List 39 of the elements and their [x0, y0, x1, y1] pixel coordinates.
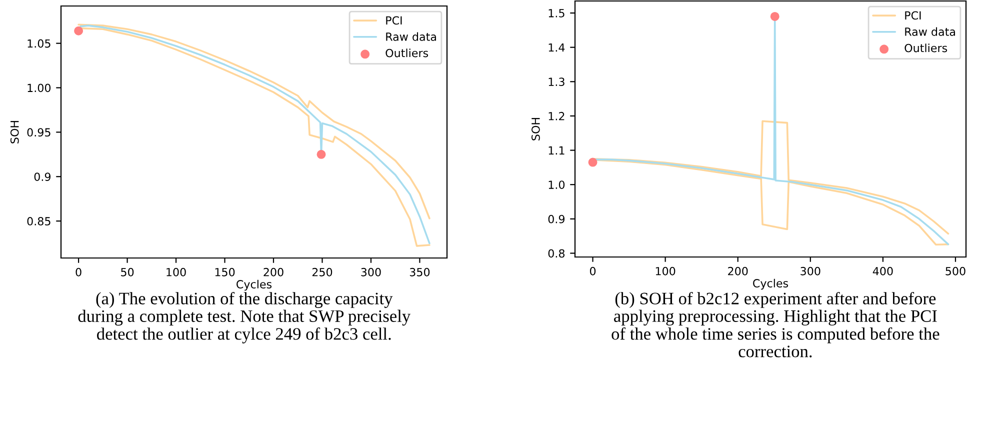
x-tick-label: 400	[872, 266, 893, 276]
legend-label: Raw data	[386, 32, 436, 41]
y-tick-label: 0.9	[548, 214, 564, 224]
y-tick-label: 0.85	[27, 217, 50, 226]
y-tick-label: 1.3	[548, 78, 564, 86]
y-axis-title: SOH	[531, 118, 540, 140]
y-tick-label: 1.4	[548, 43, 565, 52]
x-tick-label: 200	[264, 268, 284, 276]
x-tick-label: 250	[312, 268, 332, 276]
x-tick-label: 100	[166, 268, 186, 276]
x-tick-label: 300	[800, 266, 820, 276]
legend-label: Raw data	[905, 27, 955, 36]
x-axis-title: Cycles	[753, 278, 788, 290]
text: (a) The evolution of the discharge capacity during a complete test. Note that SWP precisely detect the outlier at cylce 249 of b2c3 cell.	[78, 292, 411, 344]
y-tick-label: 1.1	[548, 146, 564, 154]
x-tick-label: 100	[656, 266, 676, 276]
x-tick-label: 0	[590, 266, 596, 276]
y-tick-label: 1.05	[28, 39, 50, 48]
y-axis-title: SOH	[10, 121, 19, 144]
legend-label: PCI	[386, 16, 402, 25]
legend-label: Outliers	[386, 48, 428, 58]
legend-label: PCI	[905, 11, 921, 20]
x-tick-label: 150	[215, 268, 235, 276]
y-tick-label: 1.5	[548, 9, 564, 18]
y-tick-label: 0.95	[27, 128, 50, 137]
x-axis-title: Cycles	[236, 280, 272, 291]
y-tick-label: 1.00	[28, 84, 51, 92]
y-tick-label: 0.9	[34, 172, 50, 181]
x-tick-label: 200	[728, 266, 748, 276]
x-tick-label: 500	[946, 266, 966, 276]
legend-label: Outliers	[904, 44, 948, 52]
text: (b) SOH of b2c12 experiment after and before applying preprocessing. Highlight that the PCI of the whole time series is computed before the correction.	[612, 292, 940, 358]
x-tick-label: 0	[76, 268, 82, 276]
x-tick-label: 50	[121, 268, 134, 276]
x-tick-label: 300	[361, 268, 381, 276]
y-tick-label: 1.0	[548, 180, 565, 189]
y-tick-label: 0.8	[548, 249, 565, 258]
y-tick-label: 1.2	[548, 112, 564, 120]
x-tick-label: 350	[410, 268, 430, 276]
